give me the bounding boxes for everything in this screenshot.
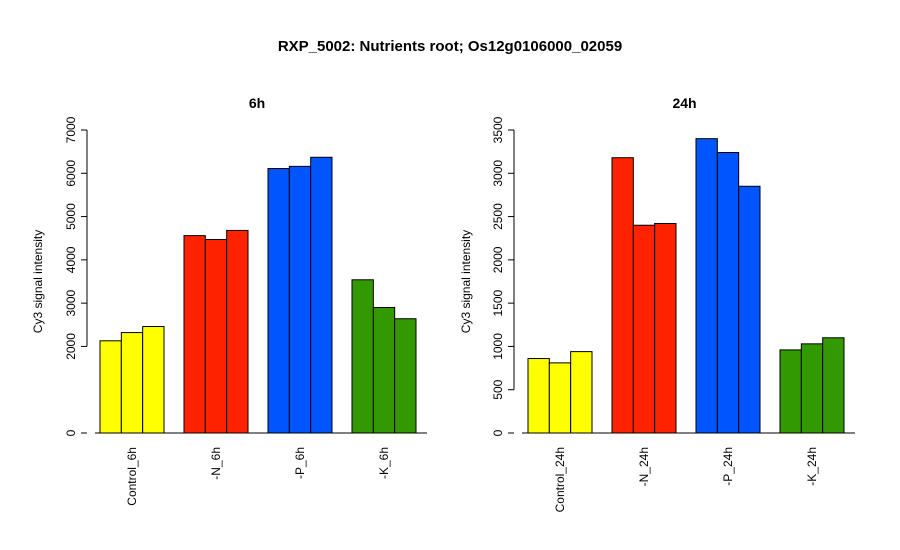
y-axis-label: Cy3 signal intensity <box>31 230 45 333</box>
y-tick-label: 500 <box>491 379 505 399</box>
bar--N_6h-1 <box>183 235 206 434</box>
x-tick-label: Control_6h <box>125 447 139 506</box>
y-tick-label: 1500 <box>491 289 505 316</box>
bar--N_24h-2 <box>632 224 656 434</box>
bar--P_24h-3 <box>738 185 761 434</box>
y-tick-label: 3500 <box>491 116 505 143</box>
chart-main-title: RXP_5002: Nutrients root; Os12g0106000_0… <box>277 38 623 55</box>
bar-Control_24h-3 <box>570 351 593 434</box>
x-tick-label: -K_6h <box>377 447 391 479</box>
y-tick-label: 2000 <box>64 333 78 360</box>
bar-Control_24h-1 <box>527 358 550 434</box>
panel-title-1: 24h <box>672 95 696 111</box>
bar--N_6h-2 <box>204 239 228 434</box>
bar--K_6h-1 <box>351 279 374 434</box>
bar-Control_6h-3 <box>142 326 165 434</box>
y-tick-label: 3000 <box>491 160 505 187</box>
bar--N_24h-1 <box>611 157 634 434</box>
y-axis-label: Cy3 signal intensity <box>459 230 473 333</box>
bar--K_6h-2 <box>372 306 396 434</box>
bar--P_6h-2 <box>288 165 312 434</box>
y-tick-label: 2500 <box>491 203 505 230</box>
x-tick-label: -N_24h <box>637 447 651 486</box>
y-tick-label: 6000 <box>64 160 78 187</box>
bar--K_24h-1 <box>779 349 802 434</box>
y-tick-label: 7000 <box>64 116 78 143</box>
y-tick-label: 4000 <box>64 246 78 273</box>
x-tick-label: -P_24h <box>721 447 735 486</box>
panel-title-0: 6h <box>249 95 265 111</box>
bar--K_24h-2 <box>800 343 824 434</box>
bar--N_24h-3 <box>654 222 677 434</box>
x-tick-label: -K_24h <box>805 447 819 486</box>
y-tick-label: 1000 <box>491 333 505 360</box>
y-tick-label: 3000 <box>64 289 78 316</box>
bar-Control_6h-2 <box>120 332 144 434</box>
bar--P_6h-3 <box>310 156 333 434</box>
bar-Control_24h-2 <box>548 362 572 434</box>
x-tick-label: Control_24h <box>553 447 567 512</box>
x-tick-label: -N_6h <box>209 447 223 480</box>
bar--P_24h-1 <box>695 138 718 434</box>
y-tick-label: 5000 <box>64 203 78 230</box>
y-tick-label: 0 <box>491 429 505 436</box>
y-tick-label: 2000 <box>491 246 505 273</box>
bar--P_6h-1 <box>267 168 290 434</box>
bar-Control_6h-1 <box>99 340 122 434</box>
bar--P_24h-2 <box>716 152 740 434</box>
bar--K_6h-3 <box>394 318 417 434</box>
y-tick-label: 0 <box>64 429 78 436</box>
bar--K_24h-3 <box>822 337 845 434</box>
bar--N_6h-3 <box>226 229 249 434</box>
x-tick-label: -P_6h <box>293 447 307 479</box>
